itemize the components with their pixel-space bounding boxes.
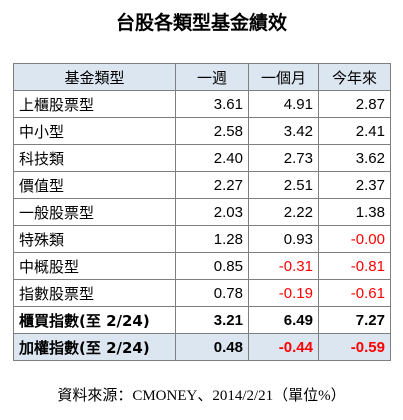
fund-type-cell: 加權指數(至 2/24) xyxy=(13,333,176,361)
table-row: 特殊類 1.28 0.93 -0.00 xyxy=(13,225,391,253)
table-row: 指數股票型 0.78 -0.19 -0.61 xyxy=(13,279,391,307)
value-cell: 4.91 xyxy=(248,90,319,118)
value-cell: 2.87 xyxy=(318,90,391,118)
fund-type-cell: 上櫃股票型 xyxy=(13,90,176,118)
fund-type-cell: 科技類 xyxy=(13,144,176,172)
table-row: 加權指數(至 2/24) 0.48 -0.44 -0.59 xyxy=(13,333,391,361)
fund-type-cell: 特殊類 xyxy=(13,225,176,253)
table-row: 科技類 2.40 2.73 3.62 xyxy=(13,144,391,172)
value-cell: 1.28 xyxy=(175,225,249,253)
fund-type-cell: 中小型 xyxy=(13,117,176,145)
header-cell: 基金類型 xyxy=(13,63,176,91)
fund-type-cell: 指數股票型 xyxy=(13,279,176,307)
value-cell: 2.27 xyxy=(175,171,249,199)
value-cell: -0.59 xyxy=(318,333,391,361)
value-cell: -0.61 xyxy=(318,279,391,307)
value-cell: 0.78 xyxy=(175,279,249,307)
fund-type-cell: 櫃買指數(至 2/24) xyxy=(13,306,176,334)
value-cell: -0.44 xyxy=(248,333,319,361)
fund-type-cell: 價值型 xyxy=(13,171,176,199)
value-cell: -0.00 xyxy=(318,225,391,253)
value-cell: 2.37 xyxy=(318,171,391,199)
table-row: 中小型 2.58 3.42 2.41 xyxy=(13,117,391,145)
value-cell: 2.03 xyxy=(175,198,249,226)
value-cell: -0.31 xyxy=(248,252,319,280)
value-cell: 0.48 xyxy=(175,333,249,361)
value-cell: 2.40 xyxy=(175,144,249,172)
fund-type-cell: 一般股票型 xyxy=(13,198,176,226)
header-cell: 今年來 xyxy=(318,63,391,91)
header-cell: 一週 xyxy=(175,63,249,91)
table-body: 上櫃股票型 3.61 4.91 2.87 中小型 2.58 3.42 2.41 科技類 2.40 2… xyxy=(13,90,391,361)
source-note: 資料來源：CMONEY、2014/2/21（單位%） xyxy=(57,388,346,404)
value-cell: -0.19 xyxy=(248,279,319,307)
value-cell: 0.93 xyxy=(248,225,319,253)
value-cell: -0.81 xyxy=(318,252,391,280)
table-row: 中概股型 0.85 -0.31 -0.81 xyxy=(13,252,391,280)
value-cell: 1.38 xyxy=(318,198,391,226)
table-row: 櫃買指數(至 2/24) 3.21 6.49 7.27 xyxy=(13,306,391,334)
value-cell: 3.62 xyxy=(318,144,391,172)
value-cell: 2.22 xyxy=(248,198,319,226)
value-cell: 3.61 xyxy=(175,90,249,118)
value-cell: 3.42 xyxy=(248,117,319,145)
title: 台股各類型基金績效 xyxy=(115,13,287,34)
table-row: 一般股票型 2.03 2.22 1.38 xyxy=(13,198,391,226)
value-cell: 7.27 xyxy=(318,306,391,334)
value-cell: 2.58 xyxy=(175,117,249,145)
table-row: 上櫃股票型 3.61 4.91 2.87 xyxy=(13,90,391,118)
value-cell: 6.49 xyxy=(248,306,319,334)
value-cell: 2.41 xyxy=(318,117,391,145)
header-cell: 一個月 xyxy=(248,63,319,91)
header-row: 基金類型 一週 一個月 今年來 xyxy=(13,63,391,91)
value-cell: 0.85 xyxy=(175,252,249,280)
value-cell: 3.21 xyxy=(175,306,249,334)
fund-type-cell: 中概股型 xyxy=(13,252,176,280)
fund-table: 基金類型 一週 一個月 今年來 上櫃股票型 3.61 4.91 2.87 中小型 2.58 3.4… xyxy=(13,63,391,361)
value-cell: 2.51 xyxy=(248,171,319,199)
table-row: 價值型 2.27 2.51 2.37 xyxy=(13,171,391,199)
value-cell: 2.73 xyxy=(248,144,319,172)
